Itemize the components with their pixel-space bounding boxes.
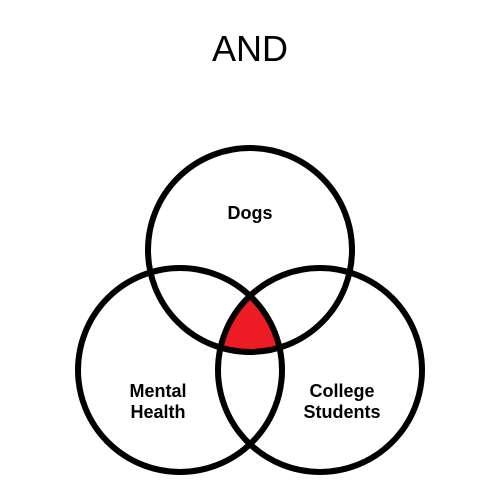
label-right: College Students: [262, 381, 422, 422]
page-title: AND: [0, 28, 500, 70]
circle-right: [215, 265, 425, 475]
label-left: Mental Health: [78, 381, 238, 422]
venn-diagram: Dogs Mental Health College Students: [70, 120, 430, 480]
label-top: Dogs: [170, 203, 330, 224]
